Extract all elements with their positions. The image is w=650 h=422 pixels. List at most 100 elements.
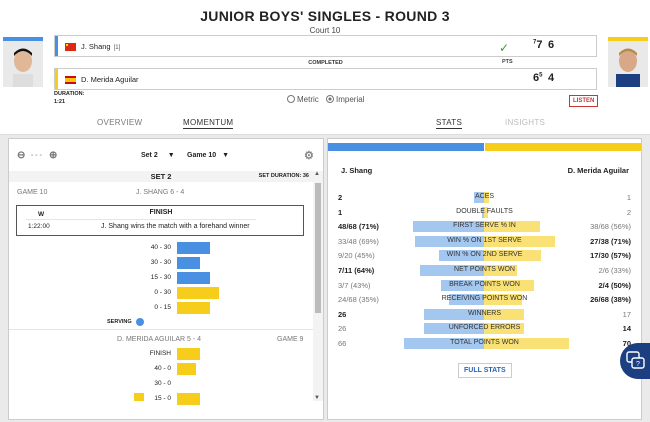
set-select[interactable]: Set 2 ▼ [141, 152, 175, 159]
stat-value-player2: 1 [626, 193, 631, 202]
court-label: Court 10 [309, 26, 341, 35]
chevron-down-icon: ▼ [167, 152, 175, 159]
game-9-label: GAME 9 [277, 336, 304, 343]
game-10-label: GAME 10 [17, 189, 48, 196]
set-duration: SET DURATION: 36 [258, 173, 309, 179]
chat-button[interactable]: ? [620, 343, 650, 379]
player2-color-bar [55, 69, 58, 89]
stat-label: DOUBLE FAULTS [456, 207, 513, 215]
stat-value-player1: 3/7 (43%) [338, 280, 371, 290]
scroll-thumb[interactable] [315, 183, 321, 313]
game-select[interactable]: Game 10 ▼ [187, 152, 229, 159]
full-stats-button[interactable]: FULL STATS [458, 363, 512, 378]
player1-stats-bar [328, 143, 484, 151]
player2-row: D. Merida Aguilar 65 4 [54, 68, 597, 90]
momentum-panel: ⊖ - - - ⊕ Set 2 ▼ Game 10 ▼ ⚙ SET 2 SET D… [8, 138, 324, 420]
stat-bar-player2 [484, 235, 555, 247]
momentum-bar [177, 363, 196, 375]
stat-bar-player2 [484, 221, 540, 233]
zoom-out-icon[interactable]: ⊖ [17, 150, 26, 161]
player1-set1: 77 [533, 39, 542, 51]
point-score: FINISH [149, 350, 171, 357]
stat-label: UNFORCED ERRORS [448, 324, 521, 332]
match-status: COMPLETED [308, 60, 343, 66]
imperial-radio[interactable]: Imperial [326, 95, 364, 104]
metric-radio[interactable]: Metric [287, 95, 319, 104]
tab-overview[interactable]: OVERVIEW [97, 118, 143, 127]
momentum-bar [177, 242, 210, 254]
stat-bar-player2 [484, 279, 534, 291]
stat-value-player1: 7/11 (64%) [338, 266, 375, 275]
listen-button[interactable]: LISTEN [569, 95, 599, 107]
duration-label: DURATION: [54, 91, 85, 97]
serving-label: SERVING [107, 319, 132, 325]
stat-bar-player1 [424, 323, 484, 335]
momentum-bar [177, 348, 200, 360]
player2-set1-tiebreak: 5 [539, 72, 543, 79]
point-score: 0 - 15 [154, 304, 171, 311]
point-score: 0 - 30 [154, 289, 171, 296]
stat-bar-player2 [484, 192, 489, 203]
china-flag-icon [65, 43, 76, 51]
tab-momentum[interactable]: MOMENTUM [183, 118, 234, 129]
player1-avatar [3, 37, 43, 87]
player2-set1: 65 [533, 72, 542, 84]
player2-stats-bar [485, 143, 641, 151]
stat-label: WINNERS [467, 309, 502, 317]
player1-color-bar [55, 36, 58, 56]
stat-value-player1: 24/68 (35%) [338, 295, 379, 305]
stat-label: RECEIVING POINTS WON [441, 295, 528, 303]
finish-card: W FINISH 1:22:00 J. Shang wins the match… [16, 205, 304, 236]
game-select-value: Game 10 [187, 152, 217, 159]
stat-value-player1: 1 [338, 207, 343, 217]
gear-icon[interactable]: ⚙ [304, 150, 314, 162]
stat-bar-player1 [424, 308, 484, 320]
svg-text:?: ? [636, 361, 640, 368]
stat-row: BREAK POINTS WON 3/7 (43%) 2/4 (50%) [328, 279, 641, 293]
serving-marker [134, 393, 144, 401]
tab-insights[interactable]: INSIGHTS [505, 118, 546, 127]
stat-bar-player1 [404, 338, 484, 349]
scroll-down-icon[interactable]: ▼ [314, 395, 320, 401]
stat-value-player1: 48/68 (71%) [338, 222, 379, 232]
stat-bar-player2 [484, 323, 524, 335]
stat-value-player1: 2 [338, 193, 343, 202]
game-9-server: D. MERIDA AGUILAR 5 - 4 [117, 336, 202, 343]
point-score: 40 - 0 [154, 365, 171, 372]
stat-row: DOUBLE FAULTS 1 2 [328, 206, 641, 220]
finish-title: FINISH [149, 209, 173, 216]
stat-value-player1: 33/48 (69%) [338, 236, 379, 246]
player1-set1-tiebreak: 7 [533, 39, 537, 46]
stat-row: WIN % ON 1ST SERVE 33/48 (69%) 27/38 (71%) [328, 235, 641, 249]
stat-row: ACES 2 1 [328, 191, 641, 205]
stat-value-player1: 66 [338, 339, 347, 348]
momentum-bar [177, 272, 210, 284]
point-score: 30 - 30 [150, 259, 171, 266]
finish-time: 1:22:00 [28, 223, 50, 230]
zoom-level: - - - [31, 152, 42, 159]
point-score: 15 - 30 [150, 274, 171, 281]
point-score: 30 - 0 [154, 380, 171, 387]
tab-stats[interactable]: STATS [436, 118, 463, 129]
stat-value-player2: 14 [622, 324, 631, 334]
set-header: SET 2 SET DURATION: 36 [9, 171, 313, 182]
set-select-value: Set 2 [141, 152, 158, 159]
stat-bar-player1 [415, 235, 484, 247]
stat-value-player1: 9/20 (45%) [338, 251, 375, 261]
stat-row: RECEIVING POINTS WON 24/68 (35%) 26/68 (38… [328, 293, 641, 307]
stat-row: UNFORCED ERRORS 26 14 [328, 322, 641, 336]
checkmark-icon: ✓ [499, 41, 510, 55]
stat-label: TOTAL POINTS WON [450, 339, 519, 346]
spain-flag-icon [65, 76, 76, 84]
stat-bar-player1 [482, 206, 484, 218]
point-score: 15 - 0 [154, 395, 171, 402]
stat-bar-player1 [439, 250, 484, 262]
player1-set2: 6 [548, 39, 555, 51]
scrollbar[interactable]: ▲ ▼ [313, 171, 323, 401]
stat-label: NET POINTS WON [454, 266, 515, 273]
stats-panel: J. Shang D. Merida Aguilar ACES 2 1 DOUBLE … [327, 138, 642, 420]
zoom-in-icon[interactable]: ⊕ [49, 150, 58, 161]
stat-bar-player2 [484, 206, 488, 218]
scroll-up-icon[interactable]: ▲ [314, 171, 320, 177]
player1-name: J. Shang [81, 42, 111, 51]
